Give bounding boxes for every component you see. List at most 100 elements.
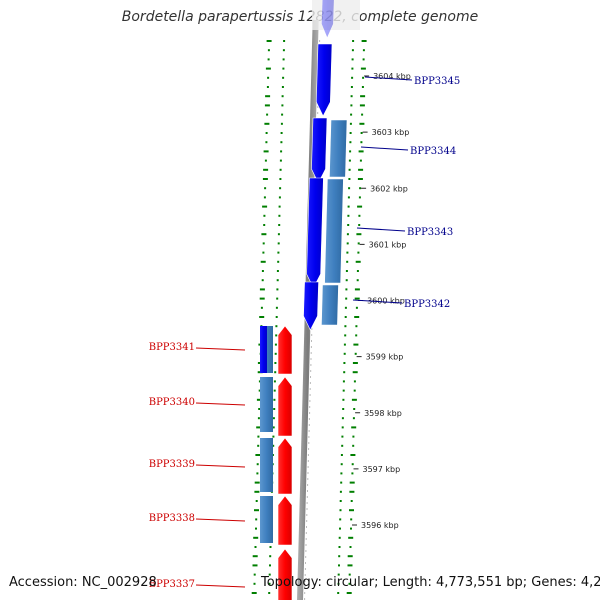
gc-skew-dot xyxy=(269,564,271,567)
gc-skew-dot xyxy=(341,426,344,429)
gc-skew-dot xyxy=(357,242,360,245)
gc-skew-dot xyxy=(337,592,340,594)
gc-skew-dot xyxy=(361,113,364,116)
gc-skew-dot xyxy=(257,435,260,438)
guide-dot xyxy=(306,520,308,522)
gc-skew-dot xyxy=(361,40,367,42)
gc-skew-dot xyxy=(268,573,271,576)
guide-dot xyxy=(309,394,311,396)
gc-skew-dot xyxy=(267,49,270,52)
gc-skew-dot xyxy=(358,168,364,171)
gc-skew-dot xyxy=(350,527,352,530)
forward-cds xyxy=(315,43,333,117)
gc-skew-dot xyxy=(266,40,272,42)
guide-dot xyxy=(307,466,309,468)
map-title: Bordetella parapertussis 12822, complete… xyxy=(121,9,479,25)
forward-cds xyxy=(321,0,335,39)
gc-skew-dot xyxy=(346,592,352,594)
gc-skew-dot xyxy=(282,76,285,79)
gc-skew-dot xyxy=(350,104,353,107)
guide-dot xyxy=(311,340,312,342)
gc-skew-dot xyxy=(351,472,354,475)
gc-skew-dot xyxy=(281,113,284,116)
forward-cds xyxy=(303,281,319,331)
gc-skew-dot xyxy=(348,536,354,539)
guide-dot xyxy=(317,112,319,114)
gc-skew-dot xyxy=(277,242,280,245)
gc-skew-dot xyxy=(275,334,278,337)
guide-dot xyxy=(308,448,310,450)
gc-skew-dot xyxy=(255,454,261,456)
gc-skew-dot xyxy=(340,481,343,484)
guide-dot xyxy=(309,382,311,384)
gc-skew-dot xyxy=(344,325,347,328)
gc-skew-dot xyxy=(253,573,256,576)
gene-label-bpp3341: BPP3341 xyxy=(149,342,195,353)
gc-skew-dot xyxy=(358,224,361,226)
gc-skew-dot xyxy=(338,564,340,567)
gc-skew-dot xyxy=(275,325,278,328)
gc-skew-dot xyxy=(277,260,280,263)
gc-skew-dot xyxy=(344,316,347,318)
gc-skew-dot xyxy=(256,472,259,475)
reverse-cds xyxy=(277,325,293,375)
gc-skew-dot xyxy=(253,582,256,585)
guide-dot xyxy=(305,550,307,552)
gc-skew-dot xyxy=(350,518,353,521)
gc-skew-dot xyxy=(355,260,361,263)
guide-dot xyxy=(307,478,309,480)
gc-skew-dot xyxy=(281,95,284,98)
gene-label-bpp3342: BPP3342 xyxy=(404,299,450,310)
gc-skew-dot xyxy=(277,233,280,236)
guide-dot xyxy=(306,526,307,528)
kbp-label: 3601 kbp xyxy=(369,240,407,249)
gc-skew-dot xyxy=(256,463,259,466)
reverse-cds xyxy=(277,495,293,546)
gene-label-line xyxy=(195,464,246,468)
gc-skew-dot xyxy=(350,86,353,88)
gc-skew-dot xyxy=(343,343,346,346)
gc-skew-dot xyxy=(353,389,356,392)
gc-skew-dot xyxy=(258,380,261,383)
gc-skew-dot xyxy=(356,279,359,282)
gc-skew-dot xyxy=(268,582,271,585)
gc-skew-dot xyxy=(276,297,279,300)
gc-skew-dot xyxy=(269,555,272,558)
guide-dot xyxy=(305,538,307,540)
gc-skew-dot xyxy=(351,76,354,79)
gc-skew-dot xyxy=(278,224,281,226)
gc-skew-dot xyxy=(340,472,343,475)
gc-skew-dot xyxy=(348,178,351,180)
guide-dot xyxy=(306,514,308,516)
gc-skew-dot xyxy=(360,132,363,134)
gc-skew-dot xyxy=(347,205,350,208)
gc-skew-dot xyxy=(281,104,284,107)
gc-skew-dot xyxy=(351,49,354,52)
gc-skew-dot xyxy=(265,95,271,98)
gc-skew-dot xyxy=(354,316,360,318)
gc-skew-dot xyxy=(347,196,350,199)
gc-skew-dot xyxy=(350,500,353,502)
gc-skew-dot xyxy=(346,251,349,254)
kbp-label: 3603 kbp xyxy=(372,128,410,137)
gene-label-line xyxy=(195,347,246,351)
gc-skew-dot xyxy=(266,86,269,88)
gc-skew-dot xyxy=(351,463,354,466)
gc-skew-dot xyxy=(351,67,354,70)
gc-skew-dot xyxy=(262,178,268,180)
gc-skew-dot xyxy=(340,463,343,466)
gc-skew-dot xyxy=(258,389,261,392)
gc-skew-dot xyxy=(337,582,340,585)
topology-text: Topology: circular; Length: 4,773,551 bp… xyxy=(261,575,600,590)
gc-skew-dot xyxy=(339,518,342,521)
gc-skew-dot xyxy=(352,371,358,374)
gc-skew-dot xyxy=(349,132,352,134)
gc-skew-dot xyxy=(356,270,359,272)
gc-skew-dot xyxy=(338,546,341,548)
gene-label-bpp3345: BPP3345 xyxy=(414,76,460,87)
reverse-cds xyxy=(277,437,293,495)
gc-skew-dot xyxy=(353,343,359,346)
gc-skew-dot xyxy=(279,168,282,171)
guide-dot xyxy=(309,406,311,408)
gc-skew-dot xyxy=(266,113,269,116)
